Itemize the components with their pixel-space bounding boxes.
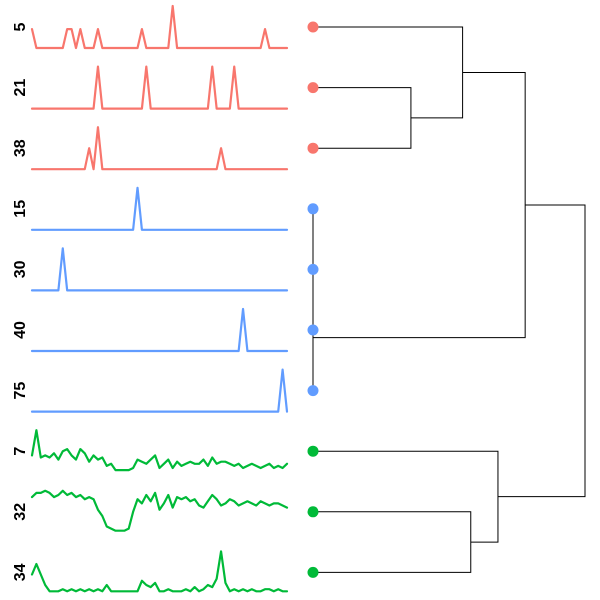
leaf-dot-40: [307, 324, 319, 336]
series-label: 21: [12, 79, 29, 97]
leaf-dot-32: [307, 506, 319, 518]
leaf-dot-75: [307, 385, 319, 397]
leaf-dot-30: [307, 263, 319, 275]
time-series-panel: 5 21 38 15 30 40 75 7 32 34: [12, 4, 289, 593]
series-label: 7: [12, 447, 29, 456]
leaf-dot-7: [307, 445, 319, 457]
series-label: 75: [12, 382, 29, 400]
series-line-21: [30, 65, 289, 110]
tree-merge-link: [497, 204, 586, 498]
series-label: 30: [12, 260, 29, 278]
dendrogram: [307, 21, 586, 578]
series-label: 38: [12, 139, 29, 157]
series-line-38: [30, 126, 289, 171]
series-line-40: [30, 307, 289, 353]
tree-merge-link: [313, 511, 472, 573]
series-label: 32: [12, 503, 29, 521]
series-line-15: [30, 186, 289, 231]
series-line-7: [30, 429, 289, 472]
series-label: 5: [12, 22, 29, 31]
series-line-34: [30, 550, 289, 593]
series-label: 15: [12, 200, 29, 218]
leaf-dot-21: [307, 82, 319, 94]
tree-merge-link: [313, 71, 526, 339]
leaf-dot-15: [307, 203, 319, 215]
leaf-dot-5: [307, 21, 319, 33]
series-label: 40: [12, 321, 29, 339]
tree-merge-link: [313, 26, 464, 119]
tree-merge-link: [313, 87, 412, 149]
series-label: 34: [12, 563, 29, 581]
leaf-dot-34: [307, 566, 319, 578]
series-line-5: [30, 4, 289, 50]
tree-merge-link: [313, 450, 499, 543]
leaf-dot-38: [307, 142, 319, 154]
series-line-30: [30, 247, 289, 292]
series-line-75: [30, 368, 289, 413]
series-line-32: [30, 489, 289, 532]
